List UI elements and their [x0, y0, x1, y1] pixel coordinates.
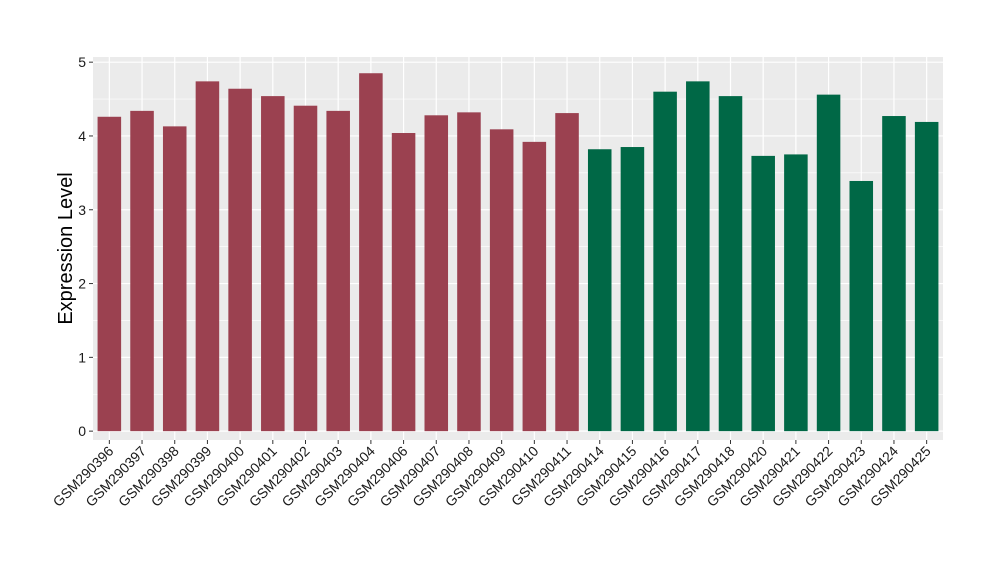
bar-GSM290421	[784, 154, 808, 432]
bar-GSM290397	[130, 110, 154, 432]
bar-GSM290401	[261, 96, 285, 432]
y-tick-label: 0	[78, 423, 86, 439]
bar-GSM290420	[751, 155, 775, 432]
bar-GSM290409	[489, 129, 514, 432]
bar-GSM290402	[293, 105, 318, 432]
y-axis-ticks: 0 1 2 3 4 5	[78, 54, 93, 439]
bar-GSM290418	[718, 96, 743, 432]
y-tick-label: 3	[78, 202, 86, 218]
bar-GSM290417	[686, 81, 710, 432]
bars	[97, 73, 939, 432]
bar-GSM290400	[228, 88, 252, 432]
bar-GSM290425	[914, 121, 939, 432]
bar-GSM290406	[391, 133, 416, 432]
plot-panel	[93, 57, 943, 440]
bar-GSM290411	[555, 113, 579, 432]
x-axis-ticks: GSM290396GSM290397GSM290398GSM290399GSM2…	[50, 440, 934, 510]
bar-GSM290398	[162, 126, 187, 432]
y-tick-label: 4	[78, 128, 86, 144]
bar-GSM290414	[587, 149, 612, 432]
y-tick-label: 5	[78, 54, 86, 70]
bar-GSM290404	[359, 73, 383, 432]
y-tick-label: 2	[78, 276, 86, 292]
bar-GSM290423	[849, 180, 874, 432]
bar-GSM290415	[620, 147, 645, 432]
y-axis-title: Expression Level	[55, 172, 77, 324]
bar-GSM290407	[424, 115, 449, 432]
bar-GSM290410	[522, 141, 547, 432]
bar-GSM290396	[97, 116, 122, 432]
bar-GSM290422	[816, 94, 841, 432]
bar-GSM290416	[653, 91, 677, 432]
bar-GSM290424	[882, 116, 906, 432]
bar-GSM290408	[457, 112, 481, 432]
y-tick-label: 1	[78, 349, 86, 365]
bar-GSM290399	[195, 81, 220, 432]
bar-GSM290403	[326, 110, 350, 432]
